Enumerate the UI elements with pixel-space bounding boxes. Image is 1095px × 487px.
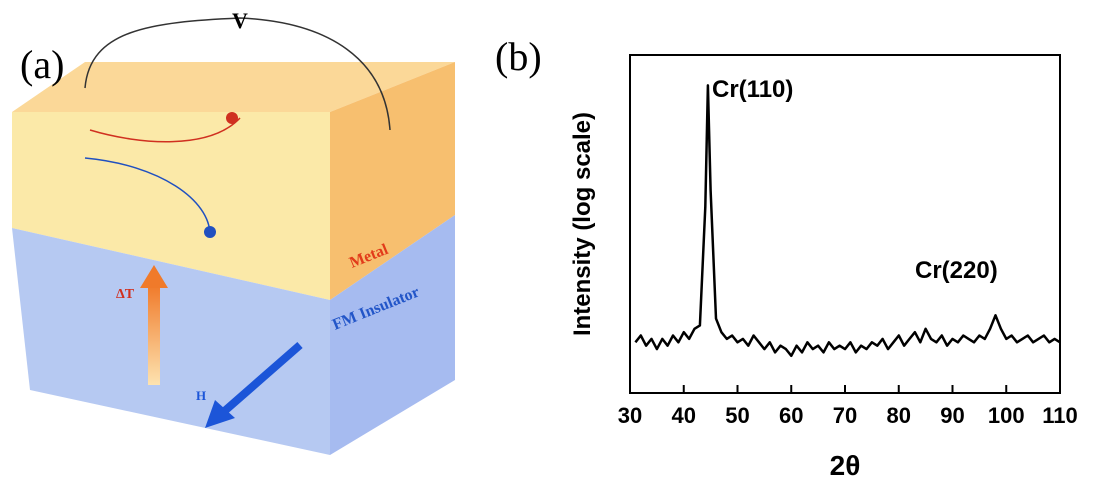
metal-side: [330, 62, 455, 300]
field-arrow: [217, 341, 303, 419]
spin-path: [89, 117, 241, 143]
metal-top: [12, 62, 455, 112]
gradient-arrow: [148, 285, 160, 385]
x-tick-label: 80: [887, 403, 911, 428]
insulator-front: [12, 228, 330, 455]
field-label: H: [196, 388, 206, 403]
voltage-label: V: [232, 8, 248, 33]
diagram: (a) V Metal FM Insulator ΔT H: [12, 8, 455, 455]
panel-label: (a): [20, 42, 64, 87]
data-line: [634, 84, 1061, 358]
x-tick-label: 100: [988, 403, 1025, 428]
x-tick-label: 90: [940, 403, 964, 428]
x-axis-label: 2θ: [830, 450, 861, 481]
wire: [84, 17, 391, 131]
x-tick-label: 110: [1042, 403, 1078, 428]
annotation: Cr(110): [712, 76, 793, 103]
chart: (b) 30 40 50 60 70 80 90 100 110 Cr(110) Cr(220) In…: [495, 34, 1078, 481]
gradient-arrow-head: [140, 265, 168, 288]
x-tick-label: 60: [779, 403, 803, 428]
panel-label: (b): [495, 34, 542, 79]
y-axis-label: Intensity (log scale): [569, 112, 596, 336]
insulator-side: [330, 215, 455, 455]
x-tick-label: 50: [725, 403, 749, 428]
x-tick-label: 40: [672, 403, 696, 428]
gradient-label: ΔT: [116, 287, 135, 302]
plot-frame: [629, 54, 1061, 394]
field-arrow-head: [205, 400, 235, 428]
electron: [204, 226, 216, 238]
spin-path: [84, 157, 211, 236]
electron: [226, 112, 238, 124]
annotation: Cr(220): [915, 257, 998, 284]
x-tick-label: 30: [618, 403, 642, 428]
x-tick-label: 70: [833, 403, 857, 428]
